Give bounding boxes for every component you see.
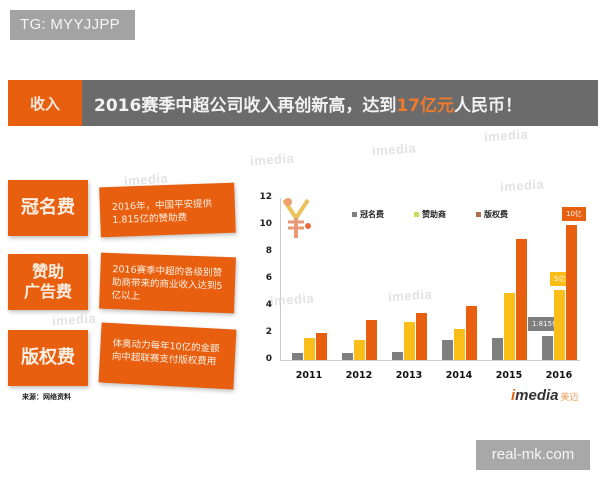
- y-tick-label: 6: [265, 273, 272, 283]
- title-highlight: 17亿元: [396, 95, 454, 116]
- y-tick-label: 0: [265, 354, 272, 364]
- source-note: 来源：网络资料: [22, 393, 71, 401]
- title-prefix: 2016赛季中超公司收入再创新高，达到: [94, 95, 397, 116]
- bar: [366, 319, 377, 360]
- legend-item: 版权费: [476, 209, 508, 220]
- bar: [392, 351, 403, 360]
- watermark: imedia: [249, 150, 295, 169]
- legend-label: 冠名费: [360, 210, 384, 219]
- y-tick-label: 8: [265, 246, 272, 256]
- bar-chart: 0 2 4 6 8 10 12 2011 2012 2013 2014 2015 2016 1.815亿 5…: [248, 190, 588, 390]
- x-tick-label: 2012: [345, 370, 373, 381]
- bar: [416, 312, 427, 360]
- y-tick-label: 10: [259, 219, 272, 229]
- x-tick-label: 2015: [495, 370, 523, 381]
- brand-logo: imedia 美迈: [511, 387, 579, 404]
- legend-item: 冠名费: [352, 209, 384, 220]
- bar: [354, 339, 365, 360]
- category-label-line2: 广告费: [23, 282, 72, 301]
- category-box-copyright-fee: 版权费: [8, 330, 88, 386]
- bar: [466, 306, 477, 360]
- bar: [504, 292, 515, 360]
- x-tick-label: 2013: [395, 370, 423, 381]
- legend-label: 版权费: [484, 210, 508, 219]
- bar: [404, 322, 415, 360]
- bar: [492, 338, 503, 360]
- chart-legend: 冠名费 赞助商 版权费: [352, 209, 508, 220]
- watermark: imedia: [371, 140, 417, 159]
- category-label-line1: 赞助: [31, 262, 64, 281]
- legend-swatch-gray: [352, 212, 357, 217]
- description-sponsorship: 2016赛季中超的各级别赞助商带来的商业收入达到5亿以上: [99, 252, 236, 314]
- category-box-sponsorship: 赞助 广告费: [8, 254, 88, 310]
- site-badge: real-mk.com: [476, 440, 590, 470]
- bar: [304, 338, 315, 360]
- category-box-naming-fee: 冠名费: [8, 180, 88, 236]
- y-tick-label: 12: [259, 192, 272, 202]
- watermark: imedia: [51, 310, 97, 329]
- data-label: 10亿: [562, 207, 586, 221]
- title-bar: 收入 2016赛季中超公司收入再创新高，达到17亿元人民币！: [8, 80, 598, 126]
- y-tick-label: 4: [265, 300, 272, 310]
- x-tick-label: 2011: [295, 370, 323, 381]
- bar: [516, 238, 527, 360]
- bar: [542, 335, 553, 360]
- x-tick-label: 2014: [445, 370, 473, 381]
- data-label: 5亿: [550, 271, 570, 286]
- yen-icon: [282, 198, 311, 238]
- description-naming-fee: 2016年，中国平安提供1.815亿的赞助费: [99, 182, 236, 238]
- y-axis: [280, 198, 281, 360]
- bar: [442, 339, 453, 360]
- title-suffix: 人民币！: [454, 95, 522, 116]
- bar: [342, 353, 353, 360]
- legend-swatch-orange: [476, 212, 481, 217]
- bar: [454, 328, 465, 360]
- x-tick-label: 2016: [545, 370, 573, 381]
- legend-label: 赞助商: [422, 210, 446, 219]
- watermark: imedia: [483, 126, 529, 145]
- description-copyright-fee: 体奥动力每年10亿的金额向中超联赛支付版权费用: [98, 322, 237, 390]
- bar: [566, 225, 577, 360]
- bar: [554, 289, 565, 360]
- bar: [292, 353, 303, 360]
- tg-badge: TG: MYYJJPP: [10, 10, 135, 40]
- y-tick-label: 2: [265, 327, 272, 337]
- legend-swatch-yellow: [414, 212, 419, 217]
- legend-item: 赞助商: [414, 209, 446, 220]
- x-axis: [280, 360, 580, 361]
- title-tag: 收入: [8, 80, 82, 126]
- bar: [316, 333, 327, 360]
- page-title: 2016赛季中超公司收入再创新高，达到17亿元人民币！: [82, 91, 522, 116]
